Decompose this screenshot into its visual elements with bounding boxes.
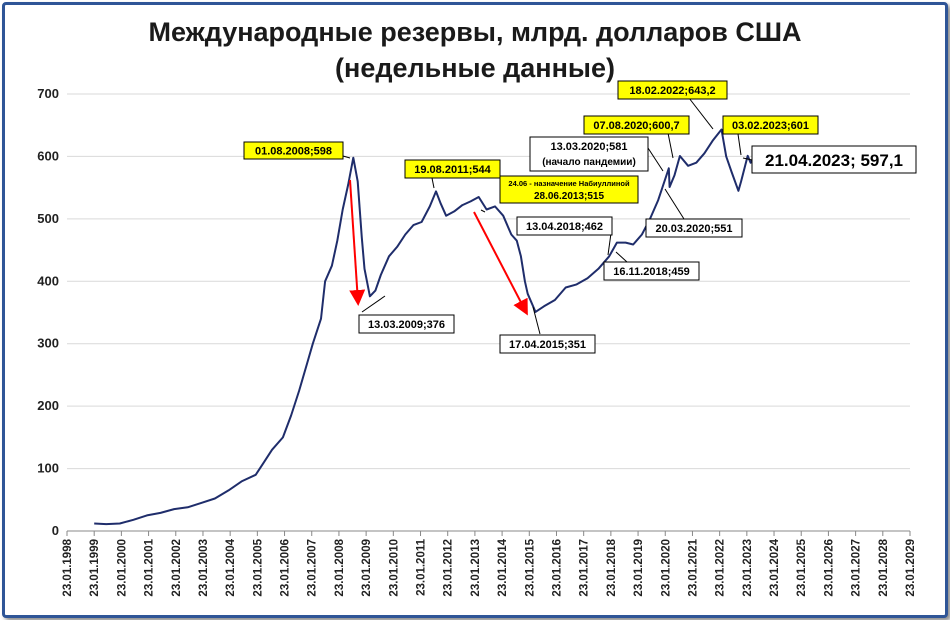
x-tick-label: 23.01.2001 [144, 538, 156, 596]
x-tick-label: 23.01.2017 [579, 539, 591, 597]
chart-title-block: Международные резервы, млрд. долларов СШ… [0, 14, 950, 86]
annotation-2018-november: 16.11.2018;459 [603, 251, 700, 281]
annotation-label: 13.04.2018;462 [526, 221, 603, 233]
x-tick-label: 23.01.2007 [307, 539, 319, 597]
annotation-latest-2023: 21.04.2023; 597,1 [742, 145, 917, 174]
y-tick-label: 500 [37, 211, 59, 226]
annotation-label: 07.08.2020;600,7 [593, 120, 679, 132]
y-tick-label: 700 [37, 86, 59, 101]
annotation-2023-february: 03.02.2023;601 [722, 115, 819, 156]
annotation-peak-2011: 19.08.2011;544 [404, 159, 501, 189]
x-tick-label: 23.01.2024 [769, 538, 781, 596]
annotation-peak-2022: 18.02.2022;643,2 [617, 80, 728, 130]
x-tick-label: 23.01.2002 [171, 539, 183, 597]
y-tick-label: 0 [52, 523, 59, 538]
x-tick-label: 23.01.2005 [252, 538, 264, 596]
x-tick-label: 23.01.2012 [443, 539, 455, 597]
y-tick-label: 400 [37, 273, 59, 288]
y-tick-label: 600 [37, 148, 59, 163]
annotation-nabiullina-2013: 24.06 - назначение Набиуллиной 28.06.201… [480, 175, 639, 213]
x-tick-label: 23.01.2027 [851, 539, 863, 597]
x-tick-label: 23.01.2013 [470, 539, 482, 597]
y-tick-label: 300 [37, 336, 59, 351]
annotation-label: 17.04.2015;351 [509, 339, 586, 351]
x-tick-label: 23.01.2009 [361, 539, 373, 597]
annotation-low-2015: 17.04.2015;351 [499, 306, 596, 354]
x-tick-label: 23.01.1998 [62, 538, 74, 596]
series-line [94, 128, 755, 526]
annotation-label: 01.08.2008;598 [255, 146, 332, 158]
chart-subtitle: (недельные данные) [335, 53, 615, 83]
annotation-label: 13.03.2009;376 [368, 319, 445, 331]
x-tick-label: 23.01.2006 [280, 539, 292, 597]
x-tick-label: 23.01.2029 [905, 539, 917, 597]
annotation-label: 24.06 - назначение Набиуллиной [508, 179, 630, 188]
x-tick-label: 23.01.2010 [388, 539, 400, 597]
annotation-peak-2008: 01.08.2008;598 [243, 141, 351, 160]
annotation-label: (начало пандемии) [542, 157, 636, 168]
annotation-dip-2020: 20.03.2020;551 [645, 188, 743, 238]
annotation-label: 13.03.2020;581 [550, 141, 627, 153]
annotation-low-2009: 13.03.2009;376 [358, 295, 455, 334]
x-tick-label: 23.01.2003 [198, 539, 210, 597]
x-tick-label: 23.01.2018 [606, 538, 618, 596]
annotation-label: 16.11.2018;459 [613, 266, 689, 278]
annotation-label: 21.04.2023; 597,1 [765, 151, 903, 170]
annotation-label: 19.08.2011;544 [414, 164, 491, 176]
x-tick-label: 23.01.2026 [823, 539, 835, 597]
annotation-peak-2020: 07.08.2020;600,7 [583, 115, 690, 159]
x-tick-label: 23.01.2019 [633, 539, 645, 597]
annotation-label: 28.06.2013;515 [534, 191, 605, 202]
chart-title: Международные резервы, млрд. долларов СШ… [148, 17, 802, 47]
x-tick-label: 23.01.2028 [878, 538, 890, 596]
x-tick-label: 23.01.2015 [524, 538, 536, 596]
x-tick-label: 23.01.1999 [89, 539, 101, 597]
x-tick-label: 23.01.2022 [715, 539, 727, 597]
x-tick-label: 23.01.2016 [551, 539, 563, 597]
annotation-pandemic-2020: 13.03.2020;581 (начало пандемии) [529, 136, 664, 172]
x-tick-label: 23.01.2025 [796, 538, 808, 596]
x-tick-label: 23.01.2008 [334, 538, 346, 596]
x-tick-label: 23.01.2011 [416, 538, 428, 596]
x-tick-label: 23.01.2020 [660, 539, 672, 597]
annotation-label: 20.03.2020;551 [655, 223, 732, 235]
annotation-label: 18.02.2022;643,2 [629, 85, 715, 97]
series-layer [94, 128, 755, 526]
axis-layer: 0 100 200 300 400 500 600 700 23.01.1998 23.01.19… [37, 86, 917, 597]
y-tick-label: 200 [37, 398, 59, 413]
x-tick-label: 23.01.2014 [497, 538, 509, 596]
x-tick-label: 23.01.2000 [116, 539, 128, 597]
x-tick-label: 23.01.2021 [687, 538, 699, 596]
arrow-layer [349, 179, 528, 316]
annotation-2018-april: 13.04.2018;462 [516, 216, 613, 256]
decline-arrow-2014 [473, 211, 528, 316]
x-tick-label: 23.01.2004 [225, 538, 237, 596]
y-tick-label: 100 [37, 461, 59, 476]
annotation-label: 03.02.2023;601 [732, 120, 809, 132]
x-tick-label: 23.01.2023 [742, 539, 754, 597]
decline-arrow-2008 [349, 179, 366, 306]
